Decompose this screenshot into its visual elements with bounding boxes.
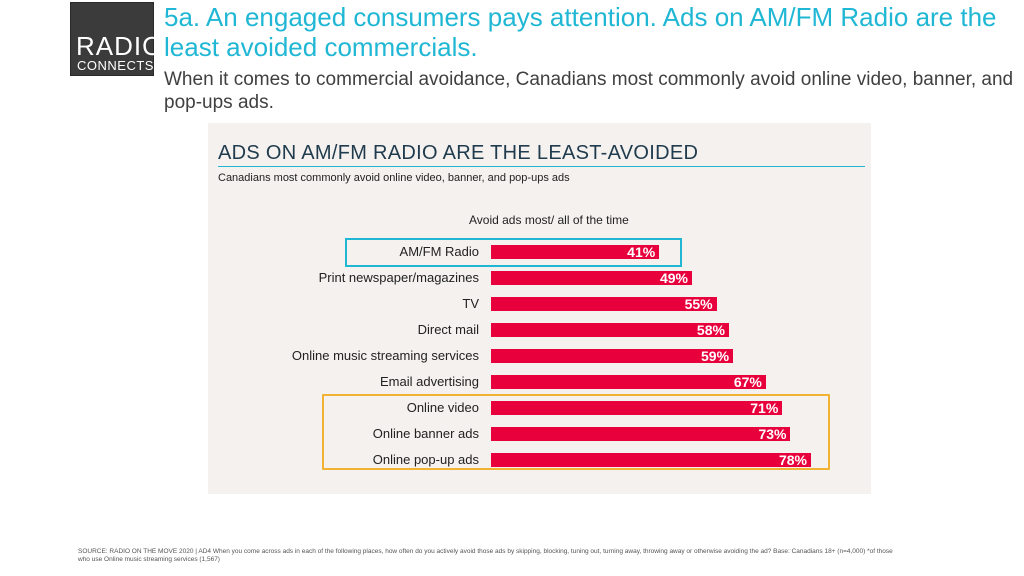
source-footnote: SOURCE: RADIO ON THE MOVE 2020 | AD4 Whe…	[78, 548, 893, 563]
category-label: Online banner ads	[372, 426, 479, 441]
data-label: 73%	[758, 426, 787, 442]
category-label: Online pop-up ads	[372, 452, 479, 467]
category-label: Email advertising	[380, 374, 479, 389]
highlight-box-radio	[345, 238, 682, 267]
data-label: 55%	[684, 296, 713, 312]
logo-line1: RADIO	[76, 31, 164, 61]
data-label: 58%	[696, 322, 725, 338]
chart-subtitle: Canadians most commonly avoid online vid…	[218, 172, 570, 184]
bar	[491, 375, 766, 389]
bar	[491, 271, 693, 285]
bar	[491, 323, 729, 337]
data-label: 71%	[750, 400, 779, 416]
chart-title: ADS ON AM/FM RADIO ARE THE LEAST-AVOIDED	[218, 142, 699, 164]
slide-title: 5a. An engaged consumers pays attention.…	[164, 2, 997, 62]
bar	[491, 453, 811, 467]
bar	[491, 401, 783, 415]
data-label: 78%	[778, 452, 807, 468]
bar	[491, 297, 717, 311]
data-label: 41%	[627, 244, 656, 260]
highlight-box-online	[322, 394, 830, 470]
category-label: Print newspaper/magazines	[318, 270, 479, 285]
logo-line2: CONNECTS	[77, 58, 154, 73]
bar	[491, 245, 660, 259]
category-label: Online music streaming services	[291, 348, 479, 363]
bar	[491, 349, 734, 363]
bar	[491, 427, 791, 441]
category-label: Direct mail	[417, 322, 479, 337]
data-label: 49%	[659, 270, 689, 286]
category-label: AM/FM Radio	[399, 244, 479, 259]
data-label: 67%	[733, 374, 762, 390]
data-label: 59%	[701, 348, 730, 364]
chart-title-rule	[218, 166, 865, 167]
radio-connects-logo: RADIO CONNECTS	[70, 2, 162, 76]
slide-subtitle: When it comes to commercial avoidance, C…	[164, 69, 1014, 113]
category-label: Online video	[406, 400, 479, 415]
chart-measure-label: Avoid ads most/ all of the time	[469, 213, 629, 227]
category-label: TV	[462, 296, 479, 311]
